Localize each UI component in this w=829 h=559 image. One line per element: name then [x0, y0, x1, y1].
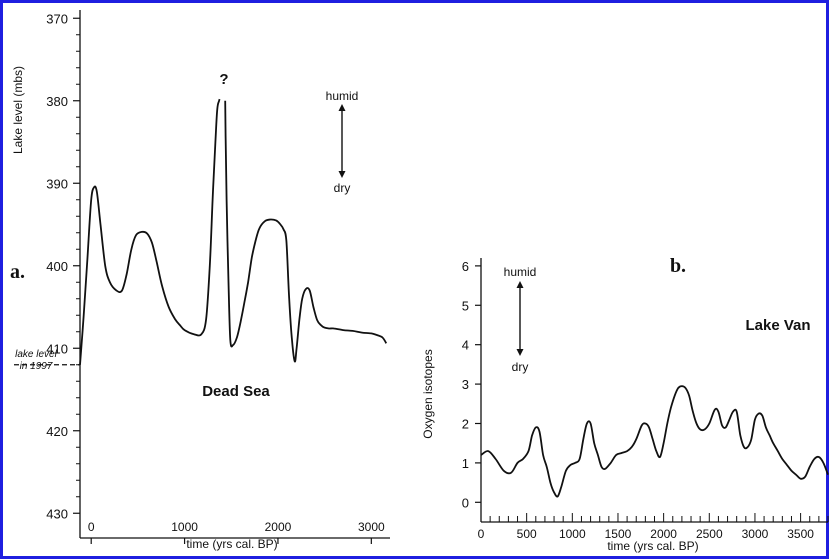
- panel-b: b. Oxygen isotopes time (yrs cal. BP) La…: [421, 255, 829, 553]
- panel-b-x-tick-label: 0: [478, 527, 485, 541]
- panel-b-y-tick-label: 6: [462, 259, 469, 274]
- panel-a-y-tick-label: 430: [46, 506, 68, 521]
- panel-a-label: a.: [10, 261, 25, 283]
- lake-van-oxygen-isotope-line: [480, 385, 829, 498]
- panel-b-x-tick-label: 1000: [559, 527, 586, 541]
- panel-a-humid-label: humid: [326, 89, 359, 103]
- panel-b-humid-label: humid: [504, 265, 537, 279]
- panel-a-x-axis-label: time (yrs cal. BP): [186, 537, 277, 551]
- panel-b-y-tick-label: 0: [462, 495, 469, 510]
- reference-line-label-1: lake level: [15, 349, 57, 360]
- panel-b-label: b.: [670, 255, 686, 277]
- panel-a-humid-dry-arrow-head-down: [338, 171, 346, 178]
- panel-b-y-tick-label: 3: [462, 377, 469, 392]
- panel-b-x-tick-label: 3000: [742, 527, 769, 541]
- panel-b-y-tick-label: 4: [462, 338, 469, 353]
- panel-b-y-tick-label: 1: [462, 456, 469, 471]
- panel-b-x-tick-label: 3500: [787, 527, 814, 541]
- panel-a-y-tick-label: 420: [46, 424, 68, 439]
- panel-b-humid-dry-arrow-head-up: [516, 281, 524, 288]
- dead-sea-lake-level-line-1: [79, 98, 221, 365]
- dead-sea-label: Dead Sea: [202, 383, 270, 400]
- panel-b-x-tick-label: 500: [517, 527, 537, 541]
- panel-a: a. Lake level (mbs) time (yrs cal. BP) D…: [10, 10, 390, 551]
- panel-a-x-tick-label: 1000: [171, 520, 198, 534]
- lake-van-label: Lake Van: [745, 317, 810, 334]
- panel-a-humid-dry-arrow-head-up: [338, 104, 346, 111]
- panel-b-x-tick-label: 2500: [696, 527, 723, 541]
- panel-b-x-axis-label: time (yrs cal. BP): [607, 539, 698, 553]
- panel-b-dry-label: dry: [512, 360, 529, 374]
- panel-b-x-tick-label: 1500: [605, 527, 632, 541]
- dead-sea-lake-level-line-2: [224, 100, 388, 363]
- panel-a-y-tick-label: 380: [46, 94, 68, 109]
- panel-a-y-tick-label: 390: [46, 176, 68, 191]
- panel-b-y-tick-label: 5: [462, 298, 469, 313]
- panel-a-y-tick-label: 370: [46, 11, 68, 26]
- panel-a-y-tick-label: 410: [46, 341, 68, 356]
- panel-a-y-tick-label: 400: [46, 259, 68, 274]
- reference-line-label-2: in 1997: [20, 361, 53, 372]
- panel-a-x-tick-label: 2000: [265, 520, 292, 534]
- panel-b-y-tick-label: 2: [462, 416, 469, 431]
- panel-b-y-axis-label: Oxygen isotopes: [421, 349, 435, 438]
- panel-b-humid-dry-arrow-head-down: [516, 349, 524, 356]
- panel-a-x-tick-label: 3000: [358, 520, 385, 534]
- panel-a-dry-label: dry: [334, 181, 351, 195]
- panel-b-x-tick-label: 2000: [650, 527, 677, 541]
- panel-a-y-axis-label: Lake level (mbs): [11, 66, 25, 154]
- panel-a-x-tick-label: 0: [88, 520, 95, 534]
- gap-question-mark: ?: [219, 71, 228, 88]
